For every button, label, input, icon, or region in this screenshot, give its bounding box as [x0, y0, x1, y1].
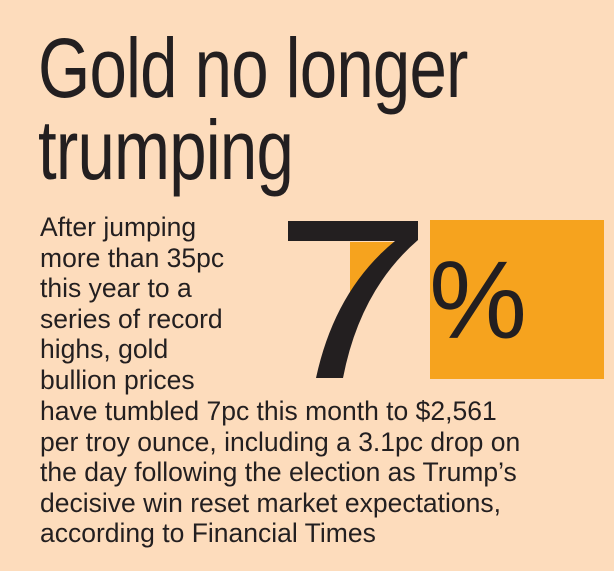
- body-line: according to Financial Times: [40, 518, 376, 549]
- body-line: per troy ounce, including a 3.1pc drop o…: [40, 426, 521, 457]
- body-line: After jumping: [40, 212, 197, 242]
- body-line: series of record: [40, 303, 223, 334]
- headline-line-2: trumping: [38, 103, 294, 197]
- body-line: decisive win reset market expectations,: [40, 487, 502, 518]
- headline-line-1: Gold no longer: [38, 21, 468, 115]
- body-line: the day following the election as Trump’…: [40, 457, 517, 488]
- body-line: have tumbled 7pc this month to $2,561: [40, 396, 497, 426]
- body-text-full: have tumbled 7pc this month to $2,561 pe…: [40, 396, 520, 549]
- digit-seven: [288, 221, 418, 378]
- body-line: more than 35pc: [40, 242, 225, 273]
- body-line: highs, gold: [40, 334, 169, 365]
- body-line: this year to a: [40, 273, 192, 304]
- percent-sign: %: [429, 239, 527, 362]
- body-line: bullion prices: [40, 364, 195, 395]
- body-text-left: After jumping more than 35pc this year t…: [40, 212, 224, 396]
